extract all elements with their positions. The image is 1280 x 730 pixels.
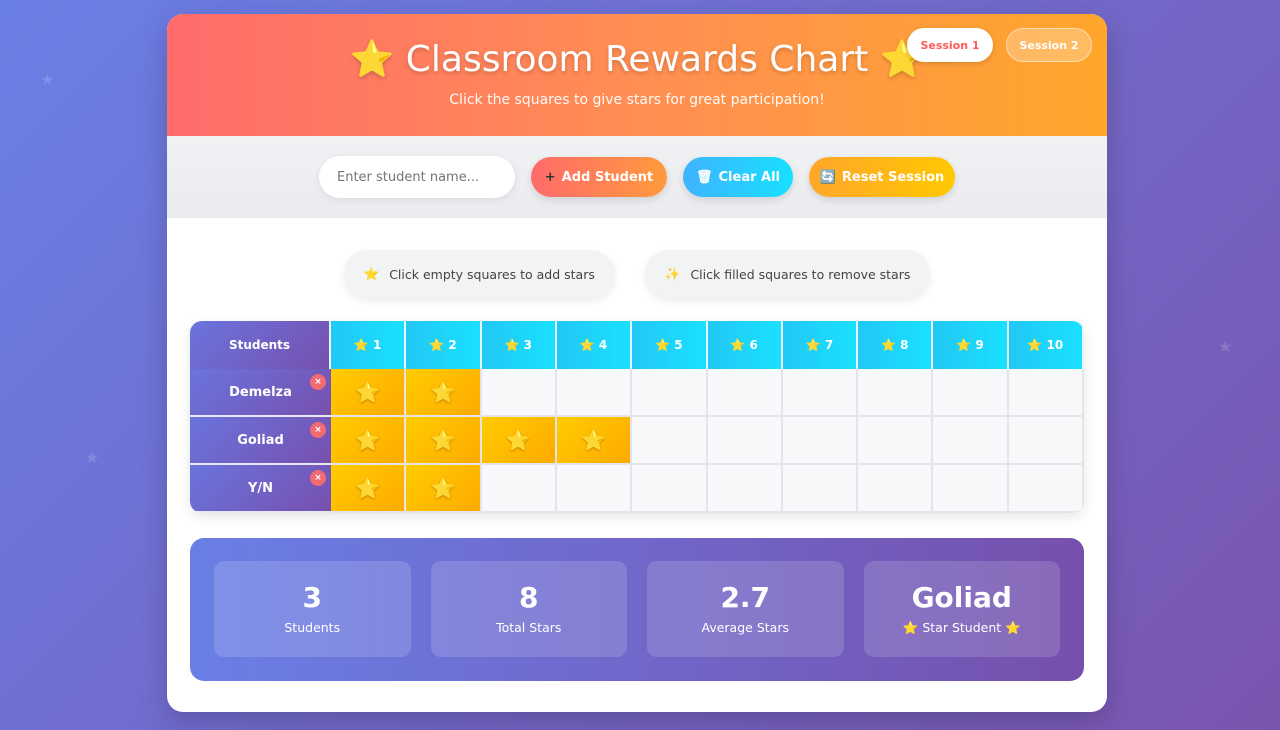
column-header: ⭐ 2 — [406, 321, 482, 369]
delete-student-icon[interactable]: × — [310, 470, 326, 486]
star-cell-empty[interactable] — [707, 465, 783, 513]
stats-panel: 3 Students 8 Total Stars 2.7 Average Stars … — [190, 538, 1084, 681]
star-cell-empty[interactable] — [1008, 417, 1084, 465]
star-icon: ⭐ — [430, 428, 456, 452]
stat-value: 2.7 — [720, 581, 771, 614]
star-cell-filled[interactable]: ⭐ — [406, 417, 482, 465]
star-cell-empty[interactable] — [556, 369, 633, 417]
column-header: ⭐ 9 — [933, 321, 1009, 369]
star-cell-empty[interactable] — [632, 417, 708, 465]
star-icon: ⭐ — [355, 428, 381, 452]
student-name-cell: Y/N × — [190, 465, 331, 513]
star-cell-empty[interactable] — [1008, 369, 1084, 417]
stat-total-stars: 8 Total Stars — [430, 561, 627, 657]
background-star-icon: ★ — [1218, 337, 1233, 356]
stat-value: Goliad — [911, 581, 1012, 614]
star-cell-filled[interactable]: ⭐ — [481, 417, 557, 465]
add-student-label: Add Student — [561, 169, 654, 185]
session-1-button[interactable]: Session 1 — [907, 28, 993, 62]
star-cell-filled[interactable]: ⭐ — [556, 417, 633, 465]
stat-students: 3 Students — [214, 561, 411, 657]
stat-value: 3 — [302, 581, 322, 614]
background-star-icon: ★ — [85, 448, 100, 467]
star-cell-empty[interactable] — [782, 417, 859, 465]
star-cell-empty[interactable] — [933, 417, 1009, 465]
star-cell-filled[interactable]: ⭐ — [331, 369, 407, 417]
sparkles-icon: ✨ — [664, 266, 681, 281]
star-cell-empty[interactable] — [782, 465, 859, 513]
star-cell-empty[interactable] — [632, 465, 708, 513]
page-title: ⭐ Classroom Rewards Chart ⭐ — [349, 39, 925, 80]
background-star-icon: ★ — [40, 70, 55, 89]
star-icon: ⭐ — [363, 266, 380, 281]
delete-student-icon[interactable]: × — [310, 374, 326, 390]
star-cell-empty[interactable] — [1008, 465, 1084, 513]
stat-label: Average Stars — [701, 620, 789, 635]
column-header: ⭐ 5 — [632, 321, 708, 369]
column-header: ⭐ 8 — [858, 321, 934, 369]
rewards-grid: Students ⭐ 1 ⭐ 2 ⭐ 3 ⭐ 4 ⭐ 5 ⭐ 6 ⭐ 7 ⭐ 8 ⭐ 9 ⭐ 10 D… — [190, 321, 1084, 513]
stat-label: ⭐ Star Student ⭐ — [902, 620, 1021, 635]
star-cell-empty[interactable] — [858, 417, 934, 465]
stat-label: Students — [284, 620, 341, 635]
tip-text: Click filled squares to remove stars — [690, 266, 911, 282]
tips: ⭐ Click empty squares to add stars ✨ Click… — [167, 250, 1107, 298]
student-name: Demelza — [229, 384, 292, 400]
column-header: ⭐ 4 — [556, 321, 633, 369]
stat-average-stars: 2.7 Average Stars — [647, 561, 844, 657]
stat-value: 8 — [519, 581, 539, 614]
star-cell-empty[interactable] — [481, 369, 557, 417]
rewards-card: ⭐ Classroom Rewards Chart ⭐ Click the sq… — [167, 14, 1107, 712]
star-cell-filled[interactable]: ⭐ — [331, 465, 407, 513]
stat-label: Total Stars — [496, 620, 562, 635]
reset-session-label: Reset Session — [841, 169, 945, 185]
page-subtitle: Click the squares to give stars for grea… — [449, 92, 825, 108]
star-cell-empty[interactable] — [933, 369, 1009, 417]
student-name-cell: Demelza × — [190, 369, 331, 417]
star-cell-empty[interactable] — [632, 369, 708, 417]
column-header: ⭐ 7 — [782, 321, 859, 369]
student-name-cell: Goliad × — [190, 417, 331, 465]
star-icon: ⭐ — [581, 428, 606, 452]
refresh-icon: 🔄 — [819, 169, 836, 185]
header: ⭐ Classroom Rewards Chart ⭐ Click the sq… — [167, 14, 1107, 136]
students-header: Students — [190, 321, 331, 369]
stat-star-student: Goliad ⭐ Star Student ⭐ — [863, 561, 1060, 657]
star-cell-empty[interactable] — [707, 369, 783, 417]
trash-icon: 🗑 — [695, 169, 713, 185]
star-icon: ⭐ — [430, 476, 456, 500]
session-2-button[interactable]: Session 2 — [1006, 28, 1092, 62]
star-cell-empty[interactable] — [858, 369, 934, 417]
star-cell-empty[interactable] — [858, 465, 934, 513]
column-header: ⭐ 10 — [1008, 321, 1084, 369]
plus-icon: + — [544, 169, 556, 185]
star-cell-filled[interactable]: ⭐ — [406, 465, 482, 513]
tip-remove: ✨ Click filled squares to remove stars — [644, 250, 931, 298]
clear-all-button[interactable]: 🗑 Clear All — [683, 157, 793, 197]
star-cell-empty[interactable] — [556, 465, 633, 513]
star-icon: ⭐ — [505, 428, 531, 452]
star-cell-empty[interactable] — [707, 417, 783, 465]
star-icon: ⭐ — [355, 380, 381, 404]
student-name: Goliad — [237, 432, 284, 448]
column-header: ⭐ 6 — [707, 321, 783, 369]
tip-add: ⭐ Click empty squares to add stars — [343, 250, 615, 298]
column-header: ⭐ 3 — [481, 321, 557, 369]
column-header: ⭐ 1 — [331, 321, 407, 369]
controls-bar: + Add Student 🗑 Clear All 🔄 Reset Session — [167, 136, 1107, 218]
tip-text: Click empty squares to add stars — [389, 266, 595, 282]
star-cell-empty[interactable] — [481, 465, 557, 513]
star-cell-empty[interactable] — [782, 369, 859, 417]
star-cell-empty[interactable] — [933, 465, 1009, 513]
star-icon: ⭐ — [430, 380, 456, 404]
delete-student-icon[interactable]: × — [310, 422, 326, 438]
clear-all-label: Clear All — [718, 169, 781, 185]
star-cell-filled[interactable]: ⭐ — [406, 369, 482, 417]
reset-session-button[interactable]: 🔄 Reset Session — [809, 157, 955, 197]
star-cell-filled[interactable]: ⭐ — [331, 417, 407, 465]
star-icon: ⭐ — [355, 476, 381, 500]
student-name: Y/N — [247, 480, 274, 496]
student-name-input[interactable] — [319, 156, 515, 198]
add-student-button[interactable]: + Add Student — [531, 157, 667, 197]
